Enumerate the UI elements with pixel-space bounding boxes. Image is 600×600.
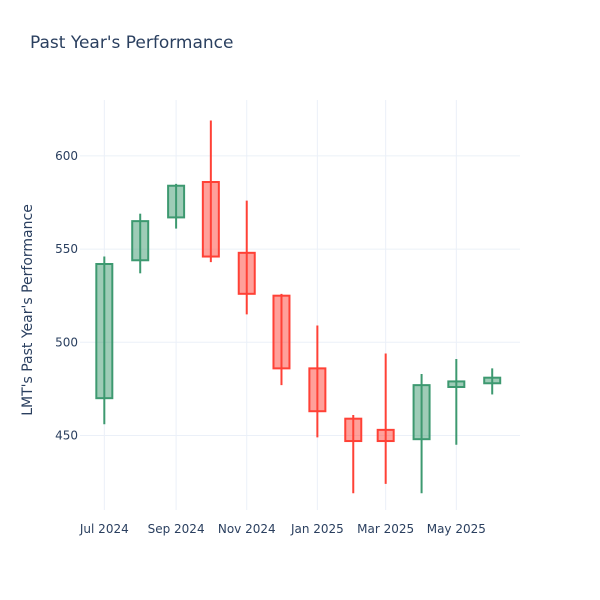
candle-body-down [308, 367, 327, 413]
candle-body-up [447, 380, 466, 388]
candle-body-down [344, 417, 363, 443]
candle-body-up [483, 376, 502, 385]
x-tick-label: Nov 2024 [218, 522, 276, 536]
y-tick-label: 450 [55, 428, 78, 442]
y-tick-label: 550 [55, 242, 78, 256]
candle-body-up [167, 184, 186, 219]
candle-body-up [131, 220, 150, 262]
chart-title: Past Year's Performance [30, 33, 234, 53]
x-tick-label: Sep 2024 [148, 522, 205, 536]
y-tick-label: 600 [55, 149, 78, 163]
x-tick-label: Jul 2024 [79, 522, 129, 536]
x-tick-label: Mar 2025 [357, 522, 414, 536]
x-tick-label: Jan 2025 [290, 522, 344, 536]
candle-body-down [201, 181, 220, 258]
candle-body-down [376, 428, 395, 443]
y-tick-label: 500 [55, 335, 78, 349]
candle-body-down [237, 251, 256, 295]
candle-body-down [272, 294, 291, 370]
candle-body-up [412, 384, 431, 441]
y-axis-title: LMT's Past Year's Performance [20, 204, 36, 416]
candle-body-up [95, 263, 114, 400]
x-tick-label: May 2025 [427, 522, 486, 536]
